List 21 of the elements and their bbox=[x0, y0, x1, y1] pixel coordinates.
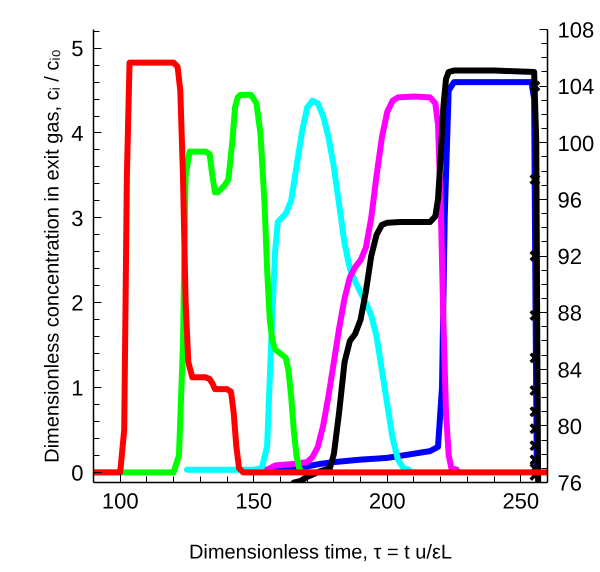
x-axis-title: Dimensionless time, τ = t u/εL bbox=[188, 542, 452, 564]
y-tick-label: 3 bbox=[71, 206, 84, 231]
y2-tick-label: 100 bbox=[558, 130, 594, 156]
y2-tick-label: 88 bbox=[558, 300, 582, 326]
y2-tick-label: 80 bbox=[558, 414, 582, 439]
y2-tick-label: 92 bbox=[558, 244, 582, 269]
y2-tick-label: 108 bbox=[558, 18, 594, 42]
x-tick-label: 200 bbox=[368, 488, 406, 514]
y-axis-title: Dimensionless concentration in exit gas, cᵢ / cᵢ₀ bbox=[41, 49, 64, 463]
y2-tick-label: 104 bbox=[558, 74, 594, 100]
y-tick-label: 5 bbox=[71, 36, 84, 62]
x-tick-label: 100 bbox=[102, 488, 139, 514]
y-tick-label: 2 bbox=[71, 290, 84, 316]
y-tick-label: 1 bbox=[71, 375, 84, 400]
x-tick-label: 150 bbox=[235, 488, 272, 514]
y2-tick-label: 76 bbox=[558, 470, 582, 496]
y2-tick-label: 84 bbox=[558, 357, 582, 382]
y-tick-label: 4 bbox=[71, 120, 84, 146]
y2-tick-label: 96 bbox=[558, 187, 582, 212]
x-tick-label: 250 bbox=[502, 488, 540, 514]
y-tick-label: 0 bbox=[71, 460, 84, 486]
